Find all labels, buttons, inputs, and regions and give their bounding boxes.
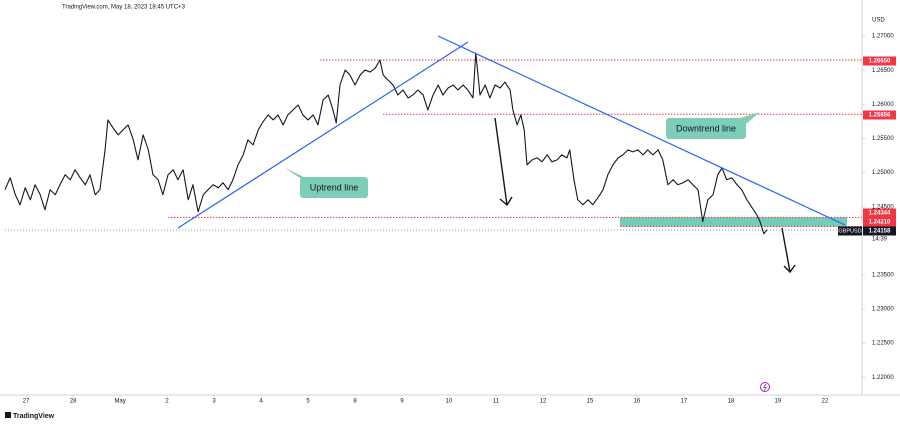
price-line (4, 52, 768, 235)
chart-title: TradingView.com, May 18, 2023 18:45 UTC+… (62, 5, 186, 11)
x-tick-label: 8 (353, 399, 357, 405)
x-tick-label: 2 (165, 399, 169, 405)
y-tick-label: 1.26000 (872, 102, 894, 108)
price-tag-label: 1.26650 (869, 59, 891, 65)
y-tick-label: 1.25000 (872, 170, 894, 176)
price-tag (863, 217, 896, 227)
price-tag (863, 226, 896, 236)
x-tick-label: 11 (493, 399, 500, 405)
downtrend-label: Downtrend line (666, 112, 760, 139)
y-tick-label: 1.22500 (872, 341, 894, 347)
logo: TradingView (5, 412, 55, 420)
x-tick-label: May (114, 399, 125, 405)
x-tick-label: 18 (728, 399, 735, 405)
price-tag-label: 1.24158 (869, 229, 891, 235)
price-tag-label: 1.24210 (869, 220, 891, 226)
x-tick-label: 9 (400, 399, 404, 405)
downtrend-line (437, 35, 846, 226)
price-tag-label: 1.25856 (869, 113, 891, 119)
levels (5, 59, 862, 231)
annotation: Downtrend line (676, 123, 736, 133)
arrow-down (781, 227, 796, 274)
price (4, 52, 768, 235)
price-tag (863, 208, 896, 218)
x-tick-label: 22 (822, 399, 829, 405)
y-tick-label: 1.23500 (872, 273, 894, 279)
x-tick-label: 10 (446, 399, 453, 405)
x-tick-label: 15 (587, 399, 594, 405)
x-tick-label: 5 (306, 399, 310, 405)
alert-icon (760, 382, 770, 392)
x-tick-label: 12 (540, 399, 547, 405)
x-tick-label: 17 (681, 399, 688, 405)
y-tick-label: 1.25500 (872, 136, 894, 142)
y-tick-label: 1.26500 (872, 68, 894, 74)
y-tick-label: 1.24500 (872, 204, 894, 210)
y-tick-label: 1.23000 (872, 307, 894, 313)
y-axis-unit: USD (872, 18, 885, 24)
arrow-down (494, 117, 513, 207)
x-tick-label: 27 (23, 399, 30, 405)
x-tick-label: 19 (775, 399, 782, 405)
price-tag (863, 56, 896, 66)
uptrend-line (177, 41, 469, 229)
uptrend-label: Uptrend line (285, 168, 368, 198)
x-tick-label: 16 (634, 399, 641, 405)
support-zone (620, 217, 847, 227)
price-tag-label: 1.24344 (869, 211, 891, 217)
footer: TradingView (13, 413, 55, 420)
x-tick-label: 3 (212, 399, 216, 405)
y-tick-label: 1.22000 (872, 375, 894, 381)
symbol-tag (838, 226, 862, 236)
countdown: 14:39 (872, 237, 888, 243)
symbol-tag-label: GBPUSD (838, 228, 861, 234)
y-tick-label: 1.27000 (872, 34, 894, 40)
x-tick-label: 4 (259, 399, 263, 405)
annotation: Uptrend line (310, 182, 359, 192)
price-tag (863, 110, 896, 120)
x-tick-label: 28 (70, 399, 77, 405)
